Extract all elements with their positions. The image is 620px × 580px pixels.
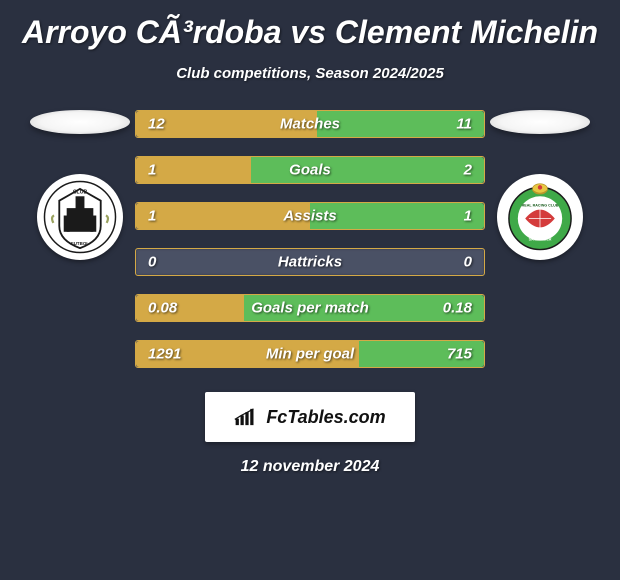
- player-photo-placeholder-left: [30, 110, 130, 134]
- stat-value-right: 11: [456, 116, 472, 133]
- subtitle: Club competitions, Season 2024/2025: [0, 65, 620, 82]
- stat-value-left: 1291: [148, 346, 181, 363]
- svg-text:REAL RACING CLUB: REAL RACING CLUB: [522, 204, 559, 208]
- footer-date: 12 november 2024: [0, 458, 620, 476]
- stat-row: 12 11 Matches: [135, 110, 485, 138]
- right-player-col: REAL RACING CLUB SANTANDER: [485, 110, 595, 260]
- stat-fill-right: [251, 157, 484, 183]
- svg-text:FUTBOL: FUTBOL: [71, 241, 89, 246]
- player-photo-placeholder-right: [490, 110, 590, 134]
- stat-label: Goals: [289, 162, 331, 179]
- stat-label: Assists: [283, 208, 336, 225]
- brand-text: FcTables.com: [266, 407, 385, 428]
- club-crest-left: CLUB FUTBOL: [37, 174, 123, 260]
- left-player-col: CLUB FUTBOL: [25, 110, 135, 260]
- brand-bars-icon: [234, 406, 260, 428]
- stat-value-right: 0.18: [443, 300, 472, 317]
- stat-value-right: 0: [464, 254, 472, 271]
- svg-text:CLUB: CLUB: [73, 189, 88, 195]
- stat-row: 0 0 Hattricks: [135, 248, 485, 276]
- stat-row: 1291 715 Min per goal: [135, 340, 485, 368]
- crest-right-icon: REAL RACING CLUB SANTANDER: [503, 180, 577, 254]
- crest-left-icon: CLUB FUTBOL: [43, 180, 117, 254]
- stat-value-right: 1: [464, 208, 472, 225]
- stat-row: 0.08 0.18 Goals per match: [135, 294, 485, 322]
- club-crest-right: REAL RACING CLUB SANTANDER: [497, 174, 583, 260]
- stat-value-right: 715: [447, 346, 472, 363]
- brand-badge: FcTables.com: [205, 392, 415, 442]
- stat-label: Matches: [280, 116, 340, 133]
- page-title: Arroyo CÃ³rdoba vs Clement Michelin: [0, 0, 620, 51]
- stat-value-right: 2: [464, 162, 472, 179]
- stat-row: 1 1 Assists: [135, 202, 485, 230]
- stat-label: Goals per match: [251, 300, 369, 317]
- stat-row: 1 2 Goals: [135, 156, 485, 184]
- stat-label: Min per goal: [266, 346, 354, 363]
- stat-value-left: 1: [148, 208, 156, 225]
- stat-label: Hattricks: [278, 254, 342, 271]
- stat-value-left: 12: [148, 116, 165, 133]
- stats-bars: 1211Matches12Goals11Assists00Hattricks0.…: [135, 110, 485, 368]
- stat-value-left: 1: [148, 162, 156, 179]
- comparison-container: CLUB FUTBOL 1211Matches12Goals11Assists0…: [0, 110, 620, 368]
- stat-value-left: 0.08: [148, 300, 177, 317]
- stat-value-left: 0: [148, 254, 156, 271]
- svg-text:SANTANDER: SANTANDER: [529, 238, 552, 242]
